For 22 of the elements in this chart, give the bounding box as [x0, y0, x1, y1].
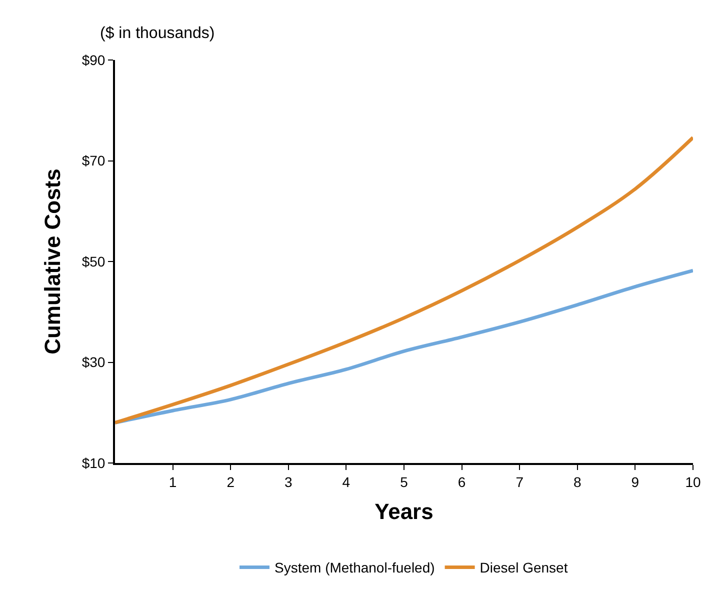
line-series: [115, 136, 693, 424]
x-tick-label: 2: [226, 474, 235, 490]
x-tick-label: 10: [685, 474, 701, 490]
x-tick-label: 5: [400, 474, 408, 490]
x-tick-label: 6: [458, 474, 466, 490]
x-axis-title: Years: [374, 499, 434, 524]
x-tick-label: 7: [516, 474, 524, 490]
x-tick-label: 4: [342, 474, 350, 490]
y-tick-label: $90: [82, 52, 106, 68]
x-tick-label: 9: [631, 474, 640, 490]
y-tick-label: $50: [82, 253, 106, 270]
y-tick-label: $70: [82, 152, 106, 169]
y-tick-label: $30: [82, 354, 106, 370]
x-tick-label: 3: [284, 474, 292, 490]
legend-label: System (Methanol-fueled): [274, 560, 435, 576]
text: ($ in thousands): [100, 25, 215, 42]
legend-label: Diesel Genset: [480, 560, 568, 576]
y-axis-title: Cumulative Costs: [40, 168, 66, 354]
x-tick-label: 1: [168, 474, 177, 490]
y-tick-label: $10: [82, 454, 106, 471]
x-tick-label: 8: [574, 474, 582, 490]
line-series: [115, 268, 693, 424]
